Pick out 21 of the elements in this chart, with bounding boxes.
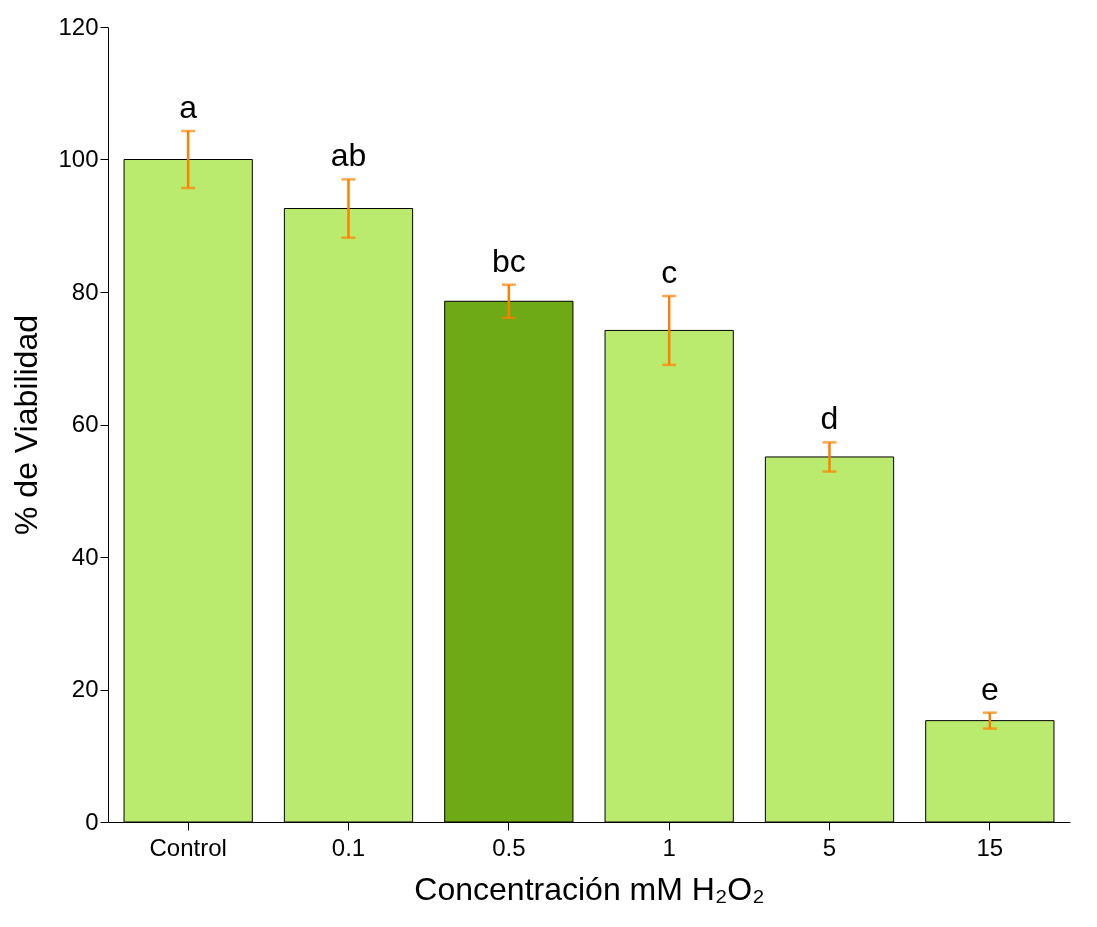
y-tick-label: 60 [71, 410, 99, 437]
x-tick-label: Control [149, 833, 227, 861]
annotation: ab [330, 137, 367, 174]
x-tick-label: 0.1 [331, 833, 366, 861]
annotation: d [820, 400, 839, 437]
y-tick-label: 100 [58, 145, 99, 172]
y-tick-label: 120 [58, 12, 99, 40]
annotation: c [661, 253, 678, 290]
y-tick-label: 80 [71, 277, 99, 305]
x-tick-label: 15 [976, 833, 1004, 861]
y-axis-title: % de Viabilidad [8, 314, 45, 536]
annotation: bc [491, 242, 526, 279]
y-tick-label: 20 [71, 675, 99, 702]
x-tick-label: 5 [822, 833, 837, 861]
y-tick-label: 0 [85, 807, 99, 835]
x-axis-title: Concentración mM H₂O₂ [414, 870, 765, 907]
x-tick-label: 1 [662, 833, 676, 861]
y-tick-label: 40 [71, 542, 99, 570]
annotation: e [980, 670, 999, 707]
x-tick-label: 0.5 [492, 833, 526, 861]
annotation: a [179, 89, 198, 126]
